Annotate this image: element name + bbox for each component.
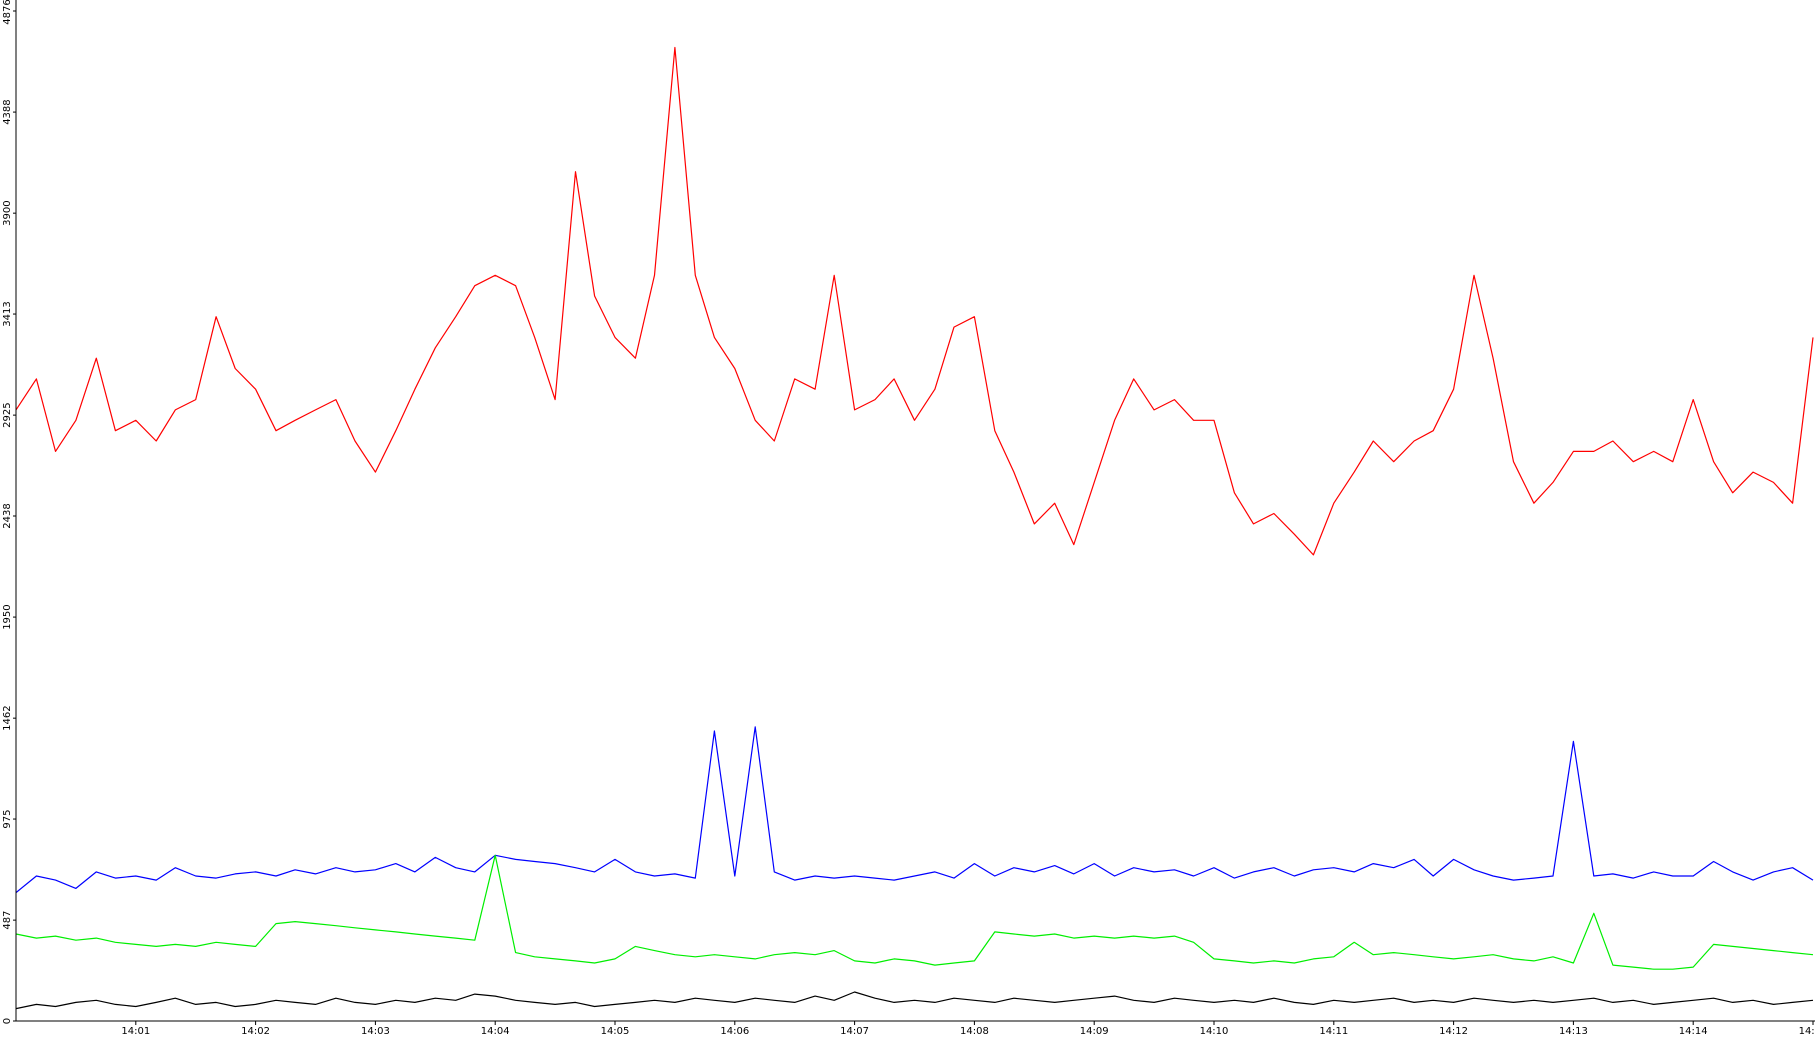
- x-tick-label: 14:15: [1799, 1026, 1815, 1037]
- x-tick-label: 14:04: [481, 1026, 510, 1037]
- y-tick-label: 4876: [2, 0, 13, 25]
- series-line: [15, 991, 1814, 1010]
- x-tick-label: 14:01: [121, 1026, 150, 1037]
- y-tick-label: 2438: [2, 503, 13, 528]
- x-tick-label: 14:03: [361, 1026, 390, 1037]
- y-tick-label: 975: [2, 809, 13, 828]
- x-tick-label: 14:08: [960, 1026, 989, 1037]
- x-tick-label: 14:12: [1439, 1026, 1468, 1037]
- x-tick-label: 14:02: [241, 1026, 270, 1037]
- series-line: [15, 854, 1814, 970]
- x-tick-label: 14:07: [840, 1026, 869, 1037]
- x-tick-label: 14:09: [1080, 1026, 1109, 1037]
- series-line: [15, 46, 1814, 556]
- y-tick-label: 3413: [2, 301, 13, 326]
- y-tick-label: 487: [2, 911, 13, 930]
- x-tick-label: 14:06: [720, 1026, 749, 1037]
- y-tick-label: 1462: [2, 705, 13, 730]
- y-tick-label: 3900: [2, 200, 13, 225]
- y-tick-label: 0: [2, 1018, 13, 1024]
- y-tick-label: 2925: [2, 402, 13, 427]
- x-tick-label: 14:14: [1679, 1026, 1708, 1037]
- y-tick-label: 1950: [2, 604, 13, 629]
- y-tick-label: 4388: [2, 99, 13, 124]
- x-tick-label: 14:11: [1319, 1026, 1348, 1037]
- x-tick-label: 14:13: [1559, 1026, 1588, 1037]
- series-line: [15, 726, 1814, 894]
- x-tick-label: 14:05: [601, 1026, 630, 1037]
- x-tick-label: 14:10: [1200, 1026, 1229, 1037]
